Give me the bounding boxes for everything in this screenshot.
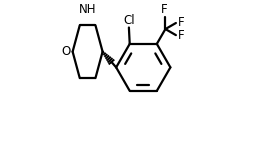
Text: O: O <box>61 45 70 58</box>
Text: NH: NH <box>79 3 96 16</box>
Text: Cl: Cl <box>123 14 135 27</box>
Text: F: F <box>178 29 184 42</box>
Text: F: F <box>161 3 168 16</box>
Text: F: F <box>178 16 184 29</box>
